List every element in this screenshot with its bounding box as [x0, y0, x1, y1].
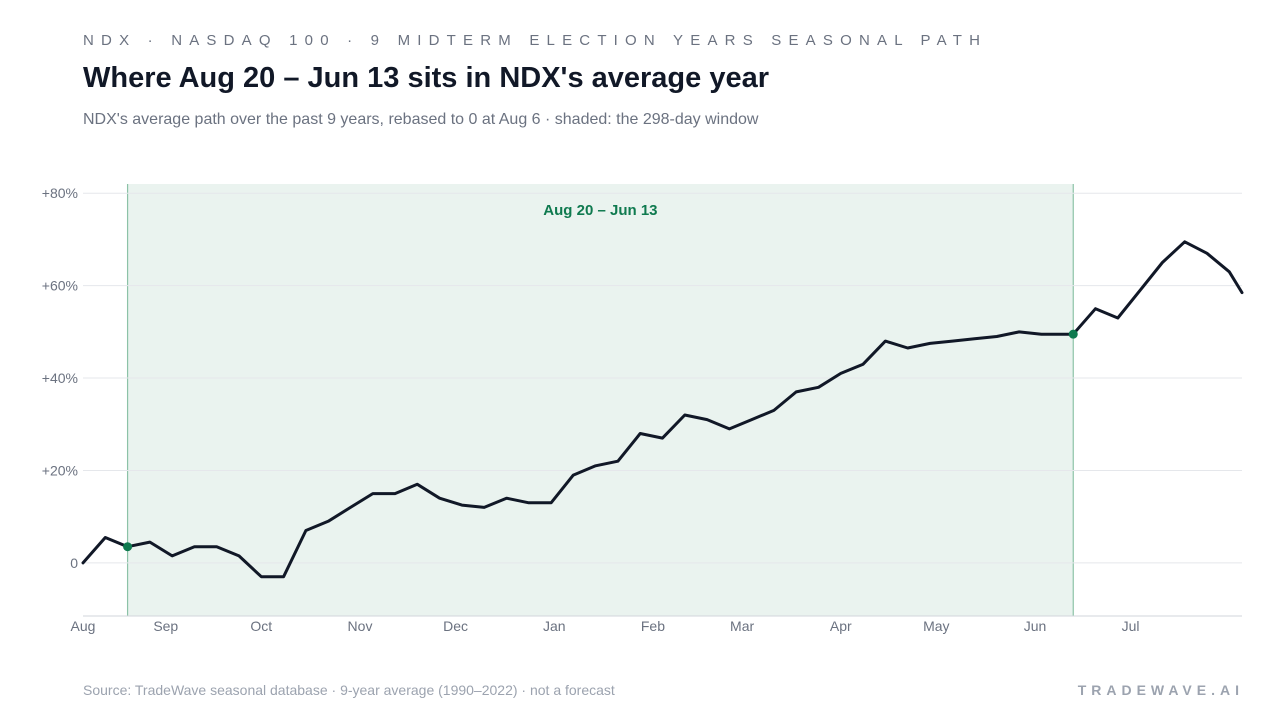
series-line [81, 240, 1244, 579]
chart-title: Where Aug 20 – Jun 13 sits in NDX's aver… [83, 62, 770, 94]
x-tick-label: Dec [443, 618, 468, 634]
y-tick-label: +20% [42, 462, 78, 478]
chart-subtitle: NDX's average path over the past 9 years… [83, 111, 759, 128]
x-tick-label: May [923, 618, 949, 634]
x-tick-label: Jun [1024, 618, 1047, 634]
x-tick-label: Aug [71, 618, 96, 634]
y-tick-label: +80% [42, 185, 78, 201]
x-tick-label: Nov [348, 618, 373, 634]
x-tick-label: Oct [250, 618, 272, 634]
y-tick-label: +60% [42, 278, 78, 294]
x-tick-label: Apr [830, 618, 852, 634]
line-layer [81, 240, 1244, 579]
x-tick-label: Jul [1122, 618, 1140, 634]
y-tick-label: +40% [42, 370, 78, 386]
x-tick-label: Feb [641, 618, 665, 634]
x-tick-label: Jan [543, 618, 566, 634]
source-note: Source: TradeWave seasonal database · 9-… [83, 682, 615, 698]
window-shading [127, 184, 1074, 616]
window-markers [123, 329, 1078, 552]
grid-layer [83, 192, 1242, 617]
window-layer: Aug 20 – Jun 13 [126, 184, 1074, 616]
x-tick-label: Mar [730, 618, 754, 634]
window-end-marker [1068, 329, 1078, 339]
window-start-marker [123, 542, 133, 552]
x-tick-label: Sep [153, 618, 178, 634]
y-tick-label: 0 [70, 555, 78, 571]
brand-logo-text: TRADEWAVE.AI [1077, 682, 1244, 698]
y-axis: 0 +20% +40% +60% +80% [42, 185, 78, 571]
window-label: Aug 20 – Jun 13 [543, 202, 657, 219]
chart-eyebrow: NDX · NASDAQ 100 · 9 MIDTERM ELECTION YE… [83, 32, 988, 49]
x-axis: Aug Sep Oct Nov Dec Jan Feb Mar Apr May Jun Jul [71, 618, 1140, 634]
